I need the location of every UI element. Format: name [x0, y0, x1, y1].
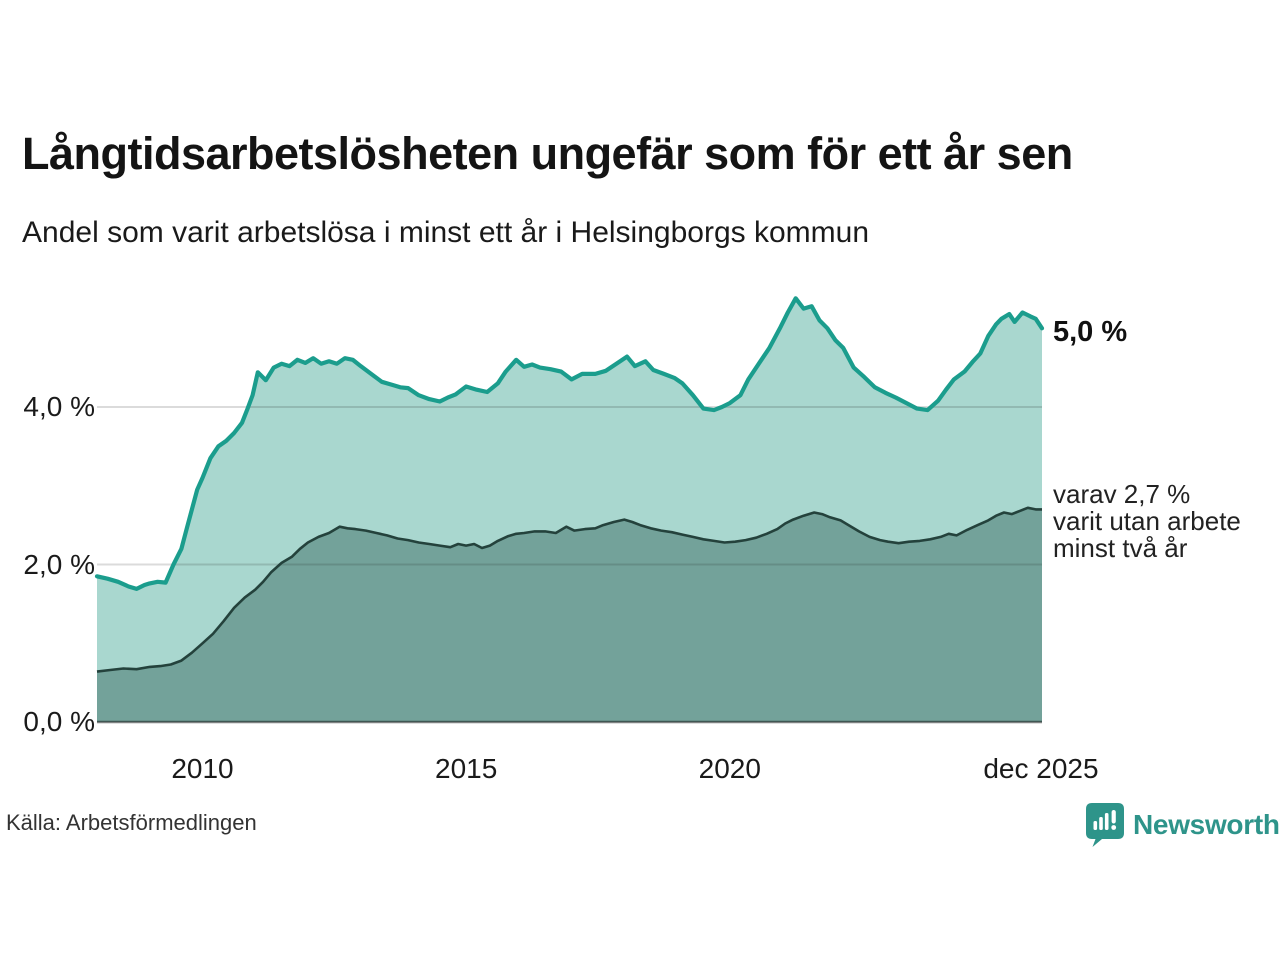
secondary-annotation-line3: minst två år	[1053, 533, 1188, 563]
secondary-series-annotation: varav 2,7 % varit utan arbete minst två …	[1053, 481, 1241, 562]
secondary-annotation-line1: varav 2,7 %	[1053, 479, 1191, 509]
latest-value-annotation: 5,0 %	[1053, 316, 1128, 348]
x-tick-label: 2010	[171, 753, 234, 784]
y-tick-label: 0,0 %	[23, 706, 95, 737]
newsworthy-bubble-chart-icon	[1086, 803, 1124, 847]
secondary-annotation-line2: varit utan arbete	[1053, 506, 1241, 536]
x-tick-label: 2015	[434, 753, 498, 784]
newsworthy-wordmark: Newsworthy	[1133, 809, 1280, 840]
page-title: Långtidsarbetslösheten ungefär som för e…	[22, 128, 1073, 179]
source-label: Källa: Arbetsförmedlingen	[6, 810, 257, 835]
page-subtitle: Andel som varit arbetslösa i minst ett å…	[22, 216, 870, 249]
x-tick-label: 2020	[698, 753, 761, 784]
y-tick-label: 2,0 %	[23, 548, 95, 580]
newsworthy-logo: Newsworthy	[1086, 803, 1280, 847]
y-tick-label: 4,0 %	[23, 391, 95, 422]
line-unemployed-one-year	[94, 296, 1045, 591]
area-unemployed-two-years	[97, 507, 1042, 722]
line-unemployed-two-years	[96, 506, 1042, 673]
x-tick-label: dec 2025	[983, 753, 1099, 784]
